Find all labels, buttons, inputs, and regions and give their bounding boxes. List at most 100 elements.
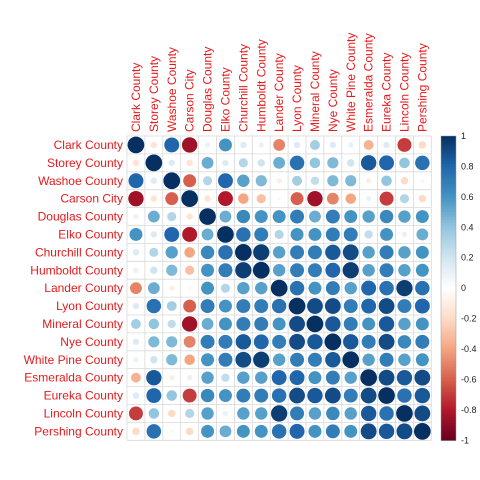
corr-circle <box>273 139 286 151</box>
corr-circle <box>258 142 264 148</box>
colorbar-segment <box>441 237 456 241</box>
corr-circle <box>378 387 395 404</box>
corr-circle <box>133 213 139 220</box>
corr-circle <box>146 369 162 386</box>
colorbar-tick-label: 0.2 <box>461 253 474 263</box>
colorbar-segment <box>441 176 456 180</box>
corr-circle <box>204 195 211 202</box>
corr-circle <box>362 317 376 331</box>
corr-circle <box>148 336 160 348</box>
corr-circle <box>185 408 195 419</box>
colorbar-segment <box>441 151 456 155</box>
corr-circle <box>398 353 411 366</box>
corr-circle <box>414 369 431 386</box>
corr-circle <box>362 210 375 223</box>
corr-circle <box>379 352 394 367</box>
corr-circle <box>201 407 214 420</box>
corr-circle <box>167 319 176 329</box>
corr-circle <box>182 226 198 242</box>
corr-circle <box>217 173 233 189</box>
colorbar-segment <box>441 316 456 320</box>
corr-circle <box>165 192 179 206</box>
corr-circle <box>379 263 394 278</box>
corr-circle <box>145 154 163 172</box>
corr-circle <box>128 190 144 207</box>
column-label: Pershing County <box>415 43 429 132</box>
corr-circle <box>418 194 427 203</box>
colorbar-segment <box>441 136 456 140</box>
corr-circle <box>290 352 305 367</box>
colorbar-segment <box>441 252 456 256</box>
corr-circle <box>342 244 359 261</box>
column-label: Carson City <box>183 69 197 132</box>
corr-circle <box>166 336 178 348</box>
corr-circle <box>132 302 140 310</box>
corr-circle <box>133 267 139 273</box>
row-label: White Pine County <box>24 353 123 367</box>
row-label: Pershing County <box>34 424 123 438</box>
colorbar-segment <box>441 214 456 218</box>
corr-circle <box>325 209 340 224</box>
corr-circle <box>415 280 430 296</box>
column-label: Elko County <box>218 67 232 132</box>
colorbar-tick-label: 1 <box>461 131 466 141</box>
corr-circle <box>415 263 429 277</box>
colorbar-segment <box>441 191 456 195</box>
colorbar-segment <box>441 346 456 350</box>
corr-circle <box>200 388 215 403</box>
column-label: Lander County <box>272 53 286 132</box>
corr-circle <box>326 192 339 205</box>
column-label: Churchill County <box>236 44 250 132</box>
corr-circle <box>288 297 306 315</box>
corr-circle <box>166 354 178 366</box>
colorbar-tick-label: 0.8 <box>461 161 474 171</box>
column-label: Esmeralda County <box>362 33 376 132</box>
corr-circle <box>307 352 322 367</box>
colorbar-segment <box>441 338 456 343</box>
corr-circle <box>237 407 250 420</box>
colorbar-segment <box>441 283 456 287</box>
colorbar-segment <box>441 138 456 142</box>
corr-circle <box>222 159 229 167</box>
corr-circle <box>361 334 376 349</box>
corr-circle <box>397 388 412 403</box>
row-label: Washoe County <box>38 174 123 188</box>
corr-circle <box>236 388 251 403</box>
corr-circle <box>237 371 250 384</box>
corr-circle <box>200 334 215 349</box>
colorbar-segment <box>441 184 456 188</box>
corr-circle <box>329 141 337 149</box>
colorbar: -1 -0.8 -0.6 -0.4 -0.2 0 0.2 0.4 0.6 0.8 1 <box>440 131 477 445</box>
corr-circle <box>257 159 265 167</box>
corr-circle <box>309 157 321 169</box>
corr-circle <box>219 210 232 223</box>
corr-circle <box>129 227 143 241</box>
colorbar-segment <box>441 234 456 239</box>
corr-circle <box>325 281 340 296</box>
colorbar-segment <box>441 318 456 322</box>
corr-circle <box>238 158 248 168</box>
corr-circle <box>307 245 322 260</box>
colorbar-segment <box>441 343 456 348</box>
corr-circle <box>272 334 287 349</box>
corr-circle <box>398 210 411 223</box>
colorbar-segment <box>441 389 456 393</box>
corr-circle <box>400 177 409 185</box>
column-label: Humboldt County <box>254 39 268 132</box>
colorbar-segment <box>441 392 456 396</box>
corr-circle <box>293 141 301 149</box>
corr-circle <box>289 316 305 332</box>
colorbar-segment <box>441 414 456 419</box>
corr-circle <box>345 175 357 187</box>
row-label: Storey County <box>47 156 123 170</box>
colorbar-segment <box>441 186 456 190</box>
corr-circle <box>132 392 140 399</box>
row-label: Esmeralda County <box>24 371 123 385</box>
corr-circle <box>360 155 377 171</box>
corr-circle <box>146 298 162 314</box>
colorbar-segment <box>441 245 456 249</box>
corr-circle <box>166 301 177 311</box>
colorbar-segment <box>441 336 456 340</box>
colorbar-segment <box>441 321 456 325</box>
